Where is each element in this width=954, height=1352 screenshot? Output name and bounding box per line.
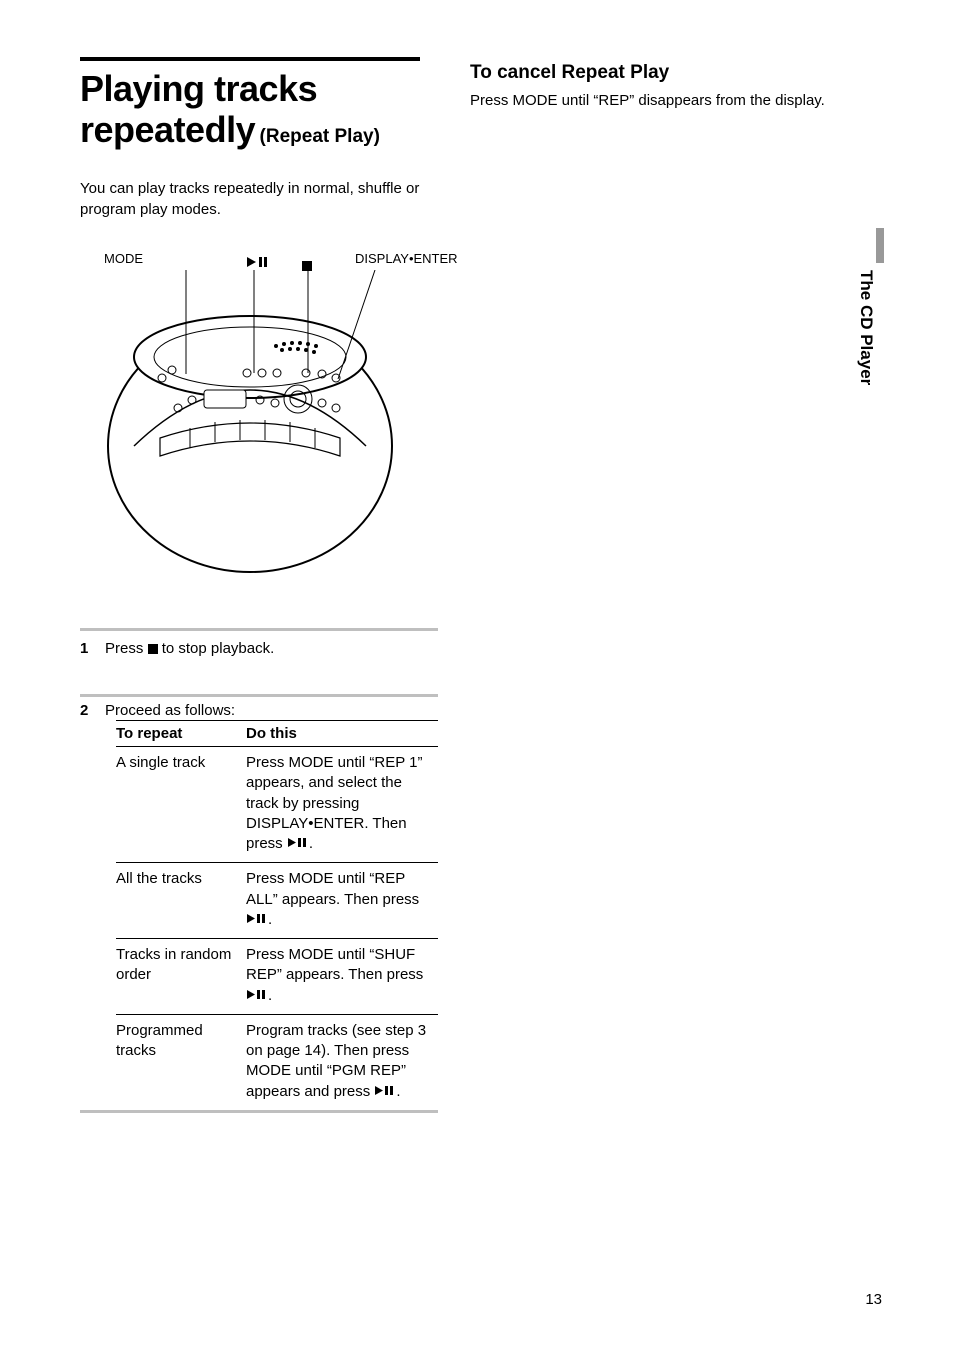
mode-label: MODE [104,251,143,266]
table-rule-3 [116,938,438,939]
table-rule-2 [116,862,438,863]
row-b-text: Press MODE until “SHUF REP” appears. The… [246,946,423,983]
step-1-num: 1 [80,640,88,657]
step-2-num: 2 [80,702,88,719]
step-1-b: to stop playback. [162,640,275,657]
row-b: Program tracks (see step 3 on page 14). … [246,1021,438,1102]
title-paren: (Repeat Play) [260,126,380,147]
title-rule [80,57,420,61]
play-pause-icon [246,913,268,924]
play-pause-icon [287,837,309,848]
side-tab-bar [876,228,884,263]
row-b: Press MODE until “REP ALL” appears. Then… [246,869,438,930]
row-a: Programmed tracks [116,1021,246,1102]
step-1-a: Press [105,640,148,657]
row-a: All the tracks [116,869,246,930]
step-sep-mid [80,694,438,697]
table-rule-top [116,720,438,721]
row-b-text: Press MODE until “REP ALL” appears. Then… [246,870,419,907]
play-pause-icon [374,1085,396,1096]
step-2: 2 Proceed as follows: [80,700,440,721]
intro-paragraph: You can play tracks repeatedly in normal… [80,178,440,220]
play-pause-icon [246,989,268,1000]
page-number: 13 [865,1291,882,1308]
table-row: A single track Press MODE until “REP 1” … [80,747,438,862]
display-enter-label: DISPLAY•ENTER [355,251,458,266]
step-2-text: Proceed as follows: [105,702,235,719]
row-b-end: . [309,835,313,852]
repeat-table: To repeat Do this A single track Press M… [80,720,438,1113]
table-rule-4 [116,1014,438,1015]
row-b-text: Press MODE until “REP 1” appears, and se… [246,754,422,852]
table-head-b: Do this [246,725,438,742]
row-b: Press MODE until “REP 1” appears, and se… [246,753,438,854]
cancel-heading: To cancel Repeat Play [470,62,669,84]
row-b-end: . [268,987,272,1004]
step-1: 1 Press to stop playback. [80,638,440,659]
table-row: Programmed tracks Program tracks (see st… [80,1015,438,1110]
row-a: A single track [116,753,246,854]
table-rule-1 [116,746,438,747]
cancel-body: Press MODE until “REP” disappears from t… [470,90,830,111]
title-word: repeatedly [80,109,255,150]
stop-icon [148,644,158,654]
table-row: Tracks in random order Press MODE until … [80,939,438,1014]
table-header: To repeat Do this [80,721,438,746]
row-a: Tracks in random order [116,945,246,1006]
page-title-block: Playing tracks repeatedly (Repeat Play) [80,68,420,151]
title-line-2: repeatedly (Repeat Play) [80,109,420,150]
table-head-a: To repeat [116,725,246,742]
step-sep-top [80,628,438,631]
device-illustration [100,270,400,580]
table-row: All the tracks Press MODE until “REP ALL… [80,863,438,938]
row-b-end: . [268,911,272,928]
side-tab-label: The CD Player [856,270,876,385]
title-line-1: Playing tracks [80,68,420,109]
row-b: Press MODE until “SHUF REP” appears. The… [246,945,438,1006]
table-rule-bottom [80,1110,438,1113]
play-pause-icon [245,255,273,269]
row-b-end: . [396,1083,400,1100]
